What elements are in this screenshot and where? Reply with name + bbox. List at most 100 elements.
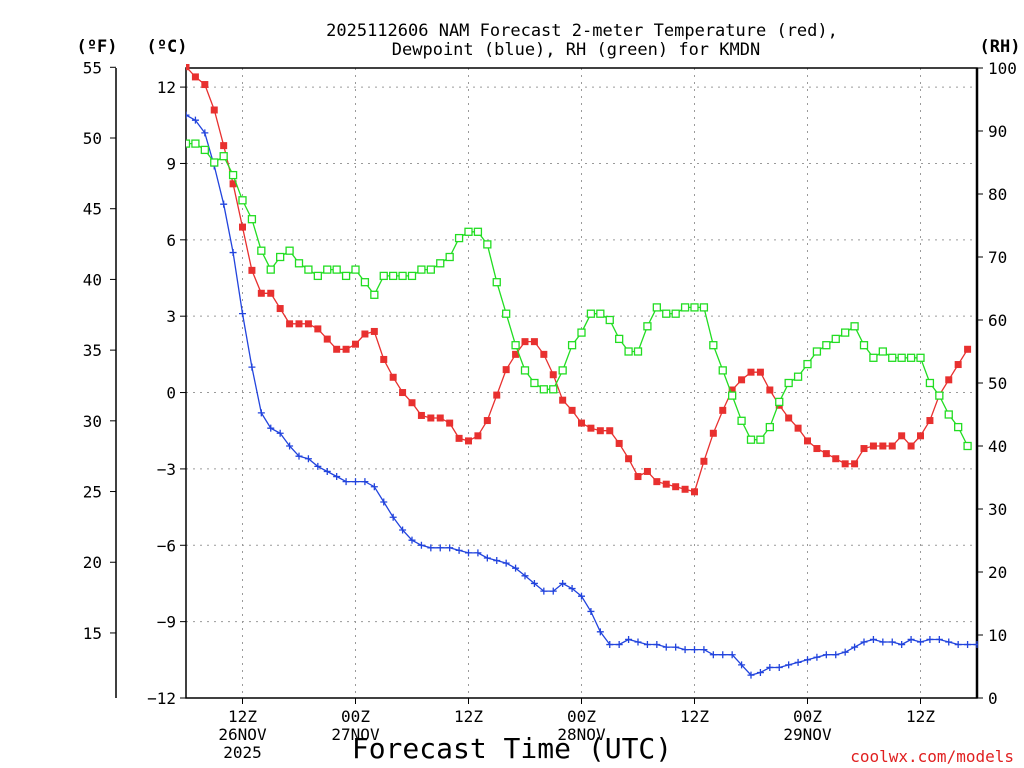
temperature-point <box>738 376 746 384</box>
dewpoint-point <box>248 363 256 371</box>
rh-point <box>200 145 209 155</box>
rh-point <box>379 271 388 281</box>
dewpoint-point <box>286 442 294 450</box>
temperature-point <box>512 350 520 358</box>
temperature-point <box>568 406 576 414</box>
rh-point <box>662 309 671 318</box>
rh-point <box>596 309 605 318</box>
x-tick-label: 27NOV <box>331 725 380 744</box>
dewpoint-point <box>907 635 915 643</box>
rh-point <box>238 196 247 205</box>
rh-point <box>728 391 737 400</box>
rh-point <box>313 271 322 281</box>
dewpoint-point <box>568 585 576 593</box>
dewpoint-point <box>700 646 708 654</box>
temperature-point <box>860 445 868 453</box>
rh-point <box>935 391 944 400</box>
temperature-point <box>888 442 896 450</box>
rh-point <box>963 441 972 451</box>
temperature-point <box>841 460 849 468</box>
temperature-point <box>917 432 924 440</box>
x-axis-title: Forecast Time (UTC) <box>352 732 672 765</box>
fahrenheit-unit-label: (ºF) <box>77 37 118 57</box>
dewpoint-point <box>869 635 877 643</box>
dewpoint-point <box>417 541 425 549</box>
dewpoint-point <box>964 641 972 649</box>
temperature-point <box>869 442 877 450</box>
temperature-point <box>898 432 906 440</box>
rh-point <box>690 303 699 312</box>
dewpoint-point <box>314 462 322 470</box>
temperature-point <box>257 289 265 297</box>
temperature-series <box>186 64 972 496</box>
rh-point <box>643 322 652 331</box>
x-tick-label: 00Z <box>567 707 596 726</box>
rh-point <box>850 322 859 331</box>
rh-point <box>718 366 727 375</box>
data-series <box>186 64 978 679</box>
dewpoint-point <box>832 651 840 659</box>
chart-title-line-2: Dewpoint (blue), RH (green) for KMDN <box>392 40 760 60</box>
fahrenheit-tick-label: 45 <box>83 200 102 219</box>
temperature-point <box>691 488 698 496</box>
temperature-point <box>851 460 859 468</box>
x-tick-label: 00Z <box>793 707 822 726</box>
rh-point <box>370 290 379 299</box>
dewpoint-point <box>323 467 331 475</box>
rh-point <box>228 170 238 180</box>
rh-point <box>925 378 935 388</box>
dewpoint-point <box>860 638 868 646</box>
x-tick-label: 00Z <box>341 707 370 726</box>
rh-point <box>266 265 275 274</box>
rh-tick-label: 90 <box>988 122 1007 141</box>
x-tick-label: 26NOV <box>218 725 267 744</box>
temperature-point <box>333 345 341 353</box>
temperature-point <box>945 376 953 384</box>
dewpoint-point <box>559 579 567 587</box>
dewpoint-point <box>653 641 661 649</box>
dewpoint-point <box>201 129 209 137</box>
rh-tick-label: 20 <box>988 563 1007 582</box>
dewpoint-point <box>851 643 859 651</box>
fahrenheit-tick-label: 20 <box>83 553 102 572</box>
temperature-point <box>248 266 256 274</box>
dewpoint-point <box>681 646 689 654</box>
rh-point <box>530 378 539 388</box>
fahrenheit-tick-label: 40 <box>83 270 102 289</box>
dewpoint-point <box>380 498 388 506</box>
dewpoint-point <box>455 546 463 554</box>
dewpoint-point <box>540 587 548 595</box>
rh-point <box>210 158 219 167</box>
fahrenheit-tick-label: 55 <box>83 58 102 77</box>
temperature-point <box>954 361 962 369</box>
temperature-point <box>785 414 793 422</box>
rh-tick-label: 0 <box>988 689 998 708</box>
temperature-point <box>540 350 548 358</box>
rh-point <box>558 366 567 375</box>
x-tick-label: 12Z <box>454 707 483 726</box>
dewpoint-point <box>756 669 764 677</box>
temperature-point <box>521 338 529 346</box>
temperature-point <box>709 429 717 437</box>
temperature-point <box>342 345 350 353</box>
temperature-point <box>549 371 557 379</box>
temperature-point <box>267 289 275 297</box>
temperature-point <box>926 417 934 425</box>
fahrenheit-tick-label: 50 <box>83 129 102 148</box>
celsius-unit-label: (ºC) <box>147 37 188 57</box>
rh-point <box>436 259 445 268</box>
dewpoint-point <box>766 663 774 671</box>
rh-point <box>454 233 464 243</box>
dewpoint-point <box>483 554 491 562</box>
rh-point <box>257 246 266 255</box>
rh-tick-label: 40 <box>988 437 1007 456</box>
rh-point <box>186 139 191 148</box>
rh-point <box>699 303 709 312</box>
temperature-point <box>794 424 802 432</box>
temperature-point <box>653 478 661 486</box>
rh-point <box>765 422 774 432</box>
celsius-tick-label: 0 <box>166 384 176 403</box>
source-credit: coolwx.com/models <box>850 747 1014 766</box>
temperature-point <box>578 419 585 427</box>
